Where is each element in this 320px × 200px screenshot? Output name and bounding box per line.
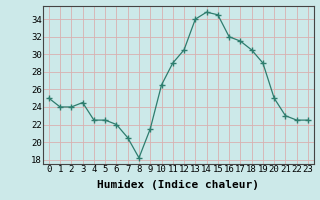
X-axis label: Humidex (Indice chaleur): Humidex (Indice chaleur) [97,180,260,190]
